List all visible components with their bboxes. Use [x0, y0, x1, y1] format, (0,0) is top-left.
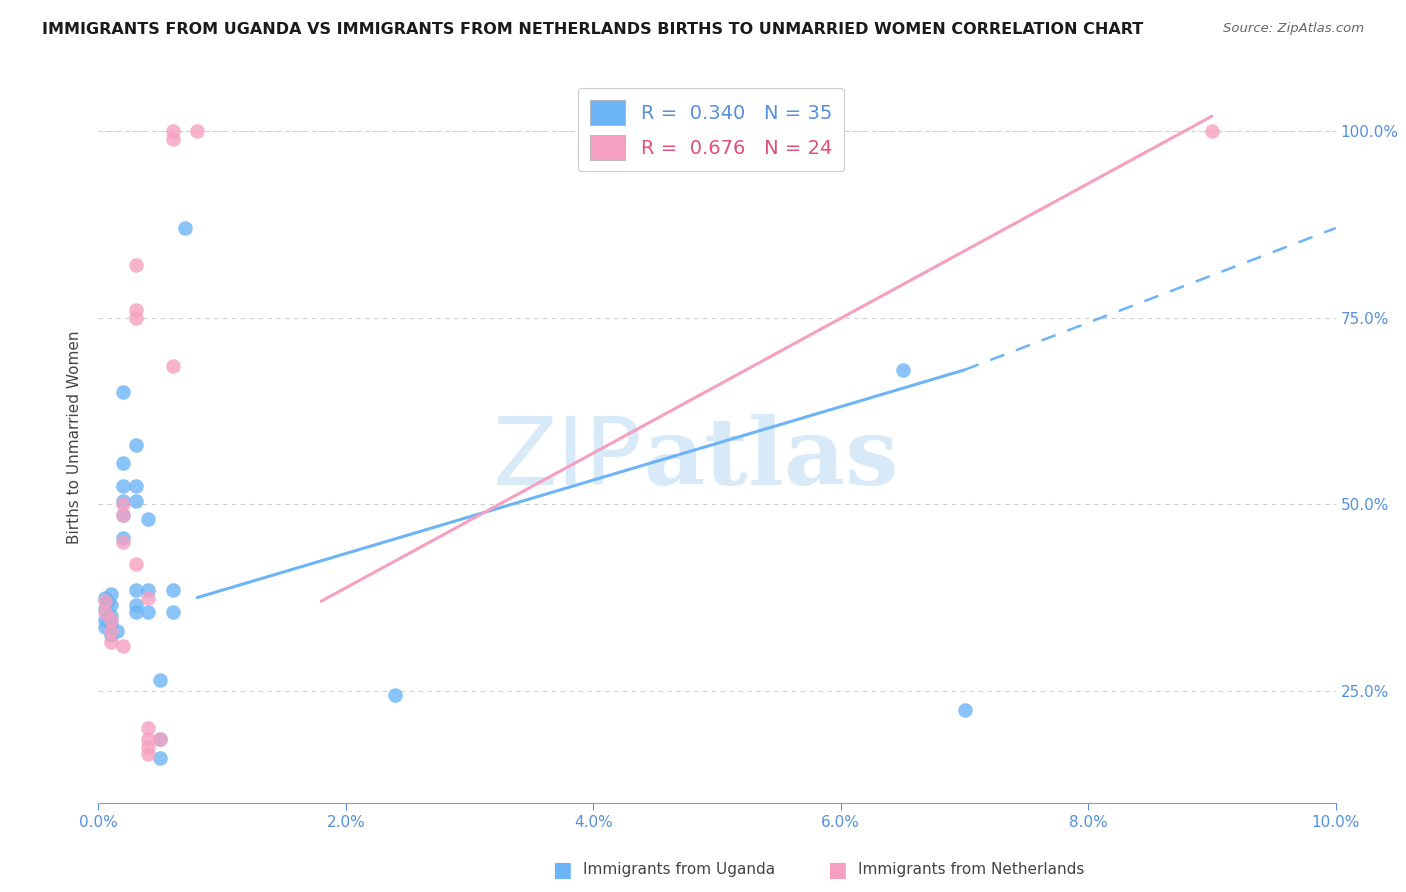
Text: ■: ■ [553, 860, 572, 880]
Point [124, 557, 146, 571]
Point [136, 591, 159, 605]
Point [136, 747, 159, 762]
Point [93, 620, 115, 634]
Point [124, 598, 146, 612]
Legend: R =  0.340   N = 35, R =  0.676   N = 24: R = 0.340 N = 35, R = 0.676 N = 24 [578, 88, 844, 171]
Point [112, 497, 135, 511]
Text: IMMIGRANTS FROM UGANDA VS IMMIGRANTS FROM NETHERLANDS BIRTHS TO UNMARRIED WOMEN : IMMIGRANTS FROM UGANDA VS IMMIGRANTS FRO… [42, 22, 1143, 37]
Point [891, 363, 914, 377]
Point [112, 534, 135, 549]
Point [162, 124, 184, 138]
Point [124, 478, 146, 492]
Point [186, 124, 208, 138]
Point [124, 303, 146, 318]
Text: atlas: atlas [643, 414, 898, 504]
Text: ZIP: ZIP [494, 413, 643, 505]
Y-axis label: Births to Unmarried Women: Births to Unmarried Women [67, 330, 83, 544]
Point [136, 512, 159, 526]
Text: Immigrants from Uganda: Immigrants from Uganda [583, 863, 776, 877]
Point [136, 739, 159, 754]
Point [112, 531, 135, 545]
Point [124, 583, 146, 598]
Point [112, 508, 135, 523]
Point [93, 606, 115, 620]
Text: Immigrants from Netherlands: Immigrants from Netherlands [858, 863, 1084, 877]
Point [149, 732, 172, 747]
Point [112, 493, 135, 508]
Point [162, 131, 184, 145]
Point [100, 624, 122, 639]
Point [112, 478, 135, 492]
Point [124, 493, 146, 508]
Point [100, 635, 122, 649]
Point [100, 616, 122, 631]
Point [100, 587, 122, 601]
Point [100, 613, 122, 627]
Point [112, 508, 135, 523]
Point [97, 594, 120, 608]
Point [124, 606, 146, 620]
Text: ■: ■ [827, 860, 846, 880]
Point [953, 702, 976, 716]
Text: Source: ZipAtlas.com: Source: ZipAtlas.com [1223, 22, 1364, 36]
Point [162, 583, 184, 598]
Point [136, 732, 159, 747]
Point [174, 221, 197, 235]
Point [93, 591, 115, 605]
Point [100, 609, 122, 624]
Point [162, 606, 184, 620]
Point [384, 688, 406, 702]
Point [136, 606, 159, 620]
Point [105, 624, 128, 639]
Point [112, 456, 135, 470]
Point [93, 601, 115, 615]
Point [136, 721, 159, 735]
Point [136, 583, 159, 598]
Point [1201, 124, 1223, 138]
Point [124, 310, 146, 325]
Point [124, 437, 146, 451]
Point [162, 359, 184, 374]
Point [149, 732, 172, 747]
Point [124, 259, 146, 273]
Point [93, 594, 115, 608]
Point [93, 613, 115, 627]
Point [149, 751, 172, 765]
Point [100, 598, 122, 612]
Point [112, 639, 135, 653]
Point [100, 628, 122, 642]
Point [149, 673, 172, 687]
Point [112, 385, 135, 400]
